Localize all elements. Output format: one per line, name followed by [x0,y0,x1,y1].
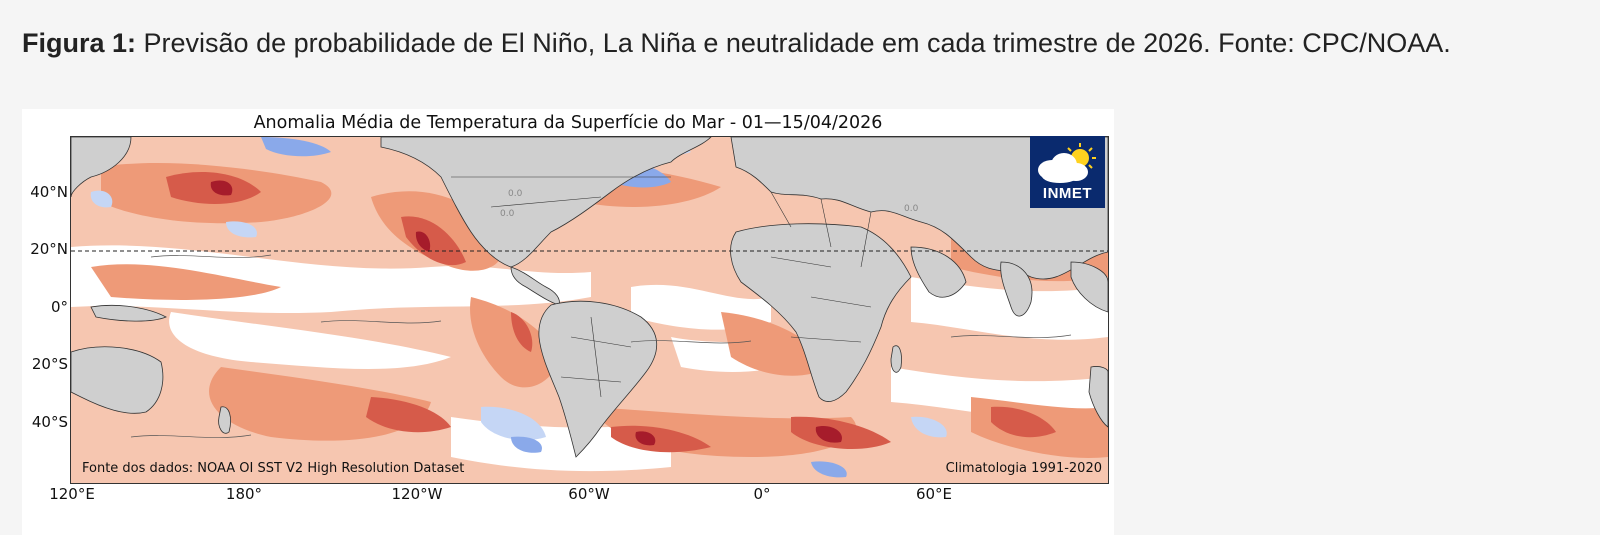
inmet-logo: INMET [1030,136,1105,208]
lon-label-0: 0° [753,485,771,503]
sst-anomaly-figure: Anomalia Média de Temperatura da Superfí… [22,109,1114,535]
climatology-label: Climatologia 1991-2020 [945,461,1102,476]
lon-label-60w: 60°W [568,485,610,503]
weather-icon [1038,143,1096,183]
lat-label-0: 0° [50,298,68,316]
sst-anomaly-map [71,137,1108,483]
map-title: Anomalia Média de Temperatura da Superfí… [253,113,883,133]
map-canvas [70,136,1109,484]
lat-label-40s: 40°S [31,413,68,431]
figure-caption: Figura 1: Previsão de probabilidade de E… [22,28,1451,59]
data-source-label: Fonte dos dados: NOAA OI SST V2 High Res… [82,461,465,476]
caption-text: Previsão de probabilidade de El Niño, La… [136,28,1451,58]
contour-label: 0.0 [500,209,515,219]
lon-label-60e: 60°E [915,485,953,503]
logo-text: INMET [1042,185,1093,202]
contour-label: 0.0 [508,189,523,199]
lon-label-120e: 120°E [49,485,95,503]
lat-label-20n: 20°N [30,240,68,258]
lon-label-180: 180° [225,485,263,503]
lon-label-120w: 120°W [391,485,443,503]
caption-label: Figura 1: [22,28,137,58]
lat-label-20s: 20°S [31,355,68,373]
lat-label-40n: 40°N [30,183,68,201]
contour-label: 0.0 [904,204,919,214]
